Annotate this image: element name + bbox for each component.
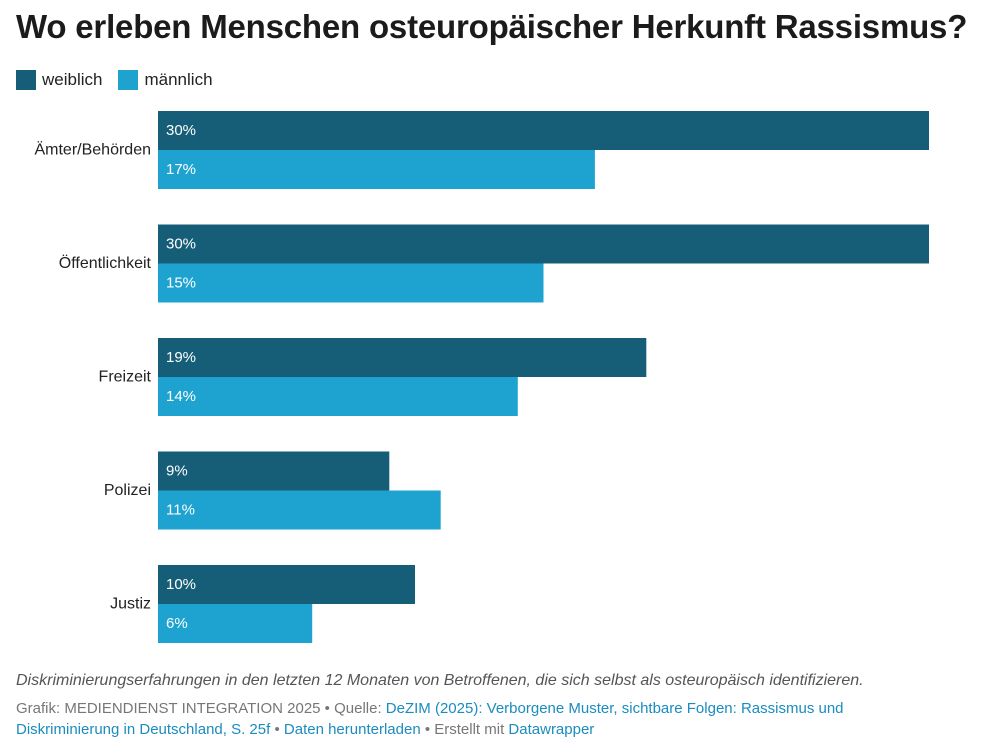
legend-label-maennlich: männlich	[144, 70, 213, 89]
chart-title: Wo erleben Menschen osteuropäischer Herk…	[16, 8, 968, 45]
download-data-link[interactable]: Daten herunterladen	[283, 721, 421, 738]
legend-item-weiblich: weiblich	[16, 70, 102, 90]
bar-maennlich	[158, 150, 595, 189]
datawrapper-link[interactable]: Datawrapper	[508, 721, 595, 738]
bar-value-label: 19%	[166, 349, 196, 366]
bar-value-label: 9%	[166, 463, 188, 480]
chart-notes: Diskriminierungserfahrungen in den letzt…	[16, 672, 864, 689]
chart-footer: Grafik: MEDIENDIENST INTEGRATION 2025 • …	[16, 698, 916, 740]
bar-value-label: 17%	[166, 161, 196, 178]
bar-maennlich	[158, 604, 313, 643]
category-label: Freizeit	[99, 369, 152, 386]
source-link[interactable]: DeZIM (2025): Verborgene Muster, sichtba…	[16, 700, 844, 738]
footer-separator: •	[270, 721, 284, 738]
bar-chart: Ämter/Behörden 30% 17% Öffentlichkeit 30% 15%…	[34, 111, 929, 643]
footer-credit: Grafik: MEDIENDIENST INTEGRATION 2025	[16, 700, 321, 717]
bar-value-label: 30%	[166, 236, 196, 253]
bar-weiblich	[158, 565, 415, 604]
bar-weiblich	[158, 451, 390, 491]
legend-swatch-weiblich	[16, 70, 36, 90]
legend: weiblich männlich	[16, 70, 229, 90]
bar-maennlich	[158, 263, 544, 303]
bar-maennlich	[158, 377, 518, 416]
category-label: Justiz	[110, 596, 151, 613]
bar-weiblich	[158, 111, 929, 150]
category-label: Öffentlichkeit	[59, 254, 152, 272]
bar-maennlich	[158, 490, 441, 530]
bar-value-label: 6%	[166, 615, 188, 632]
bar-weiblich	[158, 224, 929, 264]
bar-weiblich	[158, 338, 647, 377]
bar-value-label: 15%	[166, 275, 196, 292]
bar-value-label: 10%	[166, 576, 196, 593]
legend-item-maennlich: männlich	[118, 70, 213, 90]
footer-separator: • Quelle:	[320, 700, 386, 717]
legend-swatch-maennlich	[118, 70, 139, 90]
bar-value-label: 14%	[166, 388, 196, 405]
category-label: Polizei	[104, 482, 151, 499]
bar-value-label: 30%	[166, 122, 196, 139]
legend-label-weiblich: weiblich	[42, 70, 103, 89]
category-label: Ämter/Behörden	[34, 141, 151, 159]
footer-separator: • Erstellt mit	[420, 721, 509, 738]
bar-value-label: 11%	[166, 502, 195, 519]
